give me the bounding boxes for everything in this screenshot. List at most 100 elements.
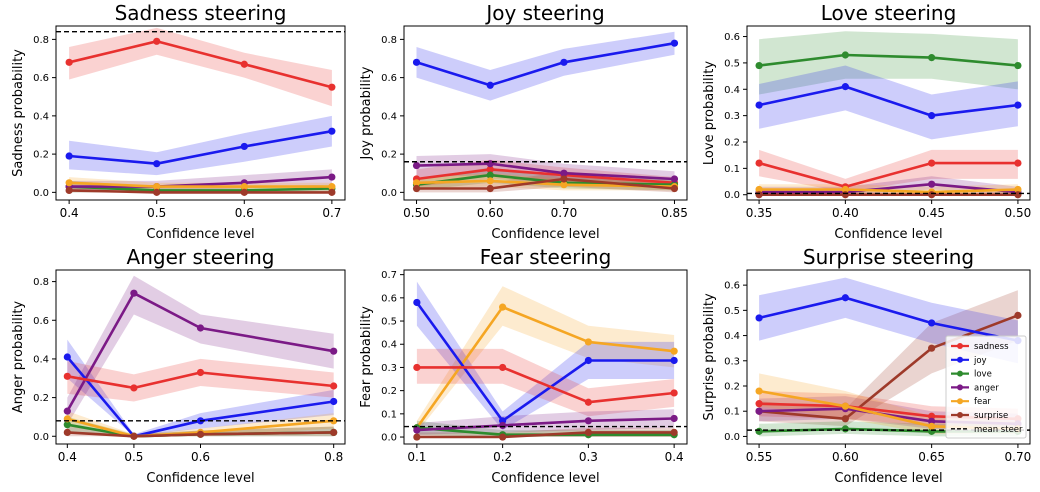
data-point-anger [413, 426, 421, 434]
data-point-anger [130, 289, 138, 297]
series-line-fear [759, 188, 1018, 194]
data-point-sadness [755, 400, 763, 408]
data-point-surprise [584, 428, 592, 436]
axes-frame [746, 269, 1031, 445]
data-point-love [755, 427, 763, 435]
data-point-joy [755, 101, 763, 109]
x-tick-label: 0.50 [1005, 206, 1032, 220]
y-tick-label: 0.2 [33, 150, 49, 161]
x-tick-label: 0.5 [147, 206, 166, 220]
x-tick-label: 0.50 [403, 206, 430, 220]
data-point-love [928, 54, 936, 62]
data-point-joy [413, 298, 421, 307]
data-point-surprise [240, 188, 248, 196]
data-point-fear [755, 185, 763, 194]
data-point-joy [486, 81, 494, 89]
data-point-sadness [130, 384, 138, 392]
series-line-anger [66, 291, 334, 412]
data-point-surprise [499, 433, 507, 441]
y-axis-label: Joy probability [359, 66, 374, 160]
y-tick-label: 0.0 [724, 190, 740, 201]
legend-marker-love [957, 370, 963, 377]
x-tick-label: 0.70 [551, 206, 578, 220]
series-band-joy [416, 31, 675, 101]
series-line-surprise [416, 431, 675, 439]
x-axis-label: Confidence level [834, 227, 942, 242]
data-point-surprise [670, 184, 679, 193]
legend-label-anger: anger [974, 383, 999, 393]
y-tick-label: 0.0 [33, 432, 49, 443]
data-point-sadness [240, 60, 248, 68]
data-point-sadness [1014, 159, 1022, 167]
data-point-sadness [928, 412, 936, 420]
data-point-joy [63, 353, 71, 361]
y-axis-label: Love probability [702, 61, 717, 165]
y-tick-label: 0.3 [381, 363, 397, 374]
data-point-love [841, 425, 849, 433]
data-point-fear [486, 177, 494, 185]
y-tick-label: 0.4 [33, 111, 49, 122]
data-point-fear [584, 338, 592, 346]
data-point-anger [328, 173, 336, 181]
plot-area [747, 31, 1030, 199]
data-point-sadness [63, 372, 71, 380]
y-tick-label: 0.7 [381, 270, 397, 281]
data-point-sadness [196, 368, 205, 377]
data-point-surprise [1014, 311, 1022, 319]
series-line-sadness [416, 366, 675, 404]
data-point-surprise [412, 184, 421, 193]
axes-frame [403, 269, 688, 445]
data-point-love [1014, 61, 1022, 70]
data-point-surprise [486, 184, 494, 193]
y-tick-label: 0.6 [724, 281, 740, 292]
series-band-sadness [69, 27, 332, 107]
data-point-sadness [413, 363, 421, 372]
data-point-anger [928, 180, 936, 188]
y-axis-label: Sadness probability [11, 49, 26, 177]
series-line-sadness [67, 371, 334, 390]
plot-area [56, 27, 345, 196]
data-point-surprise [153, 188, 161, 196]
y-tick-label: 0.5 [724, 58, 740, 69]
chart-title: Love steering [821, 1, 957, 25]
chart-panel: Love steering 0.35 0.40 0.45 0.50 0.0 0.1 0.2 0.… [702, 1, 1031, 242]
data-point-fear [330, 417, 338, 425]
data-point-anger [928, 417, 936, 425]
chart-title: Fear steering [480, 245, 612, 269]
series-line-surprise [69, 189, 332, 194]
data-point-joy [1014, 101, 1022, 109]
data-point-joy [670, 39, 679, 47]
x-axis-label: Confidence level [491, 227, 599, 242]
plot-area [404, 31, 687, 193]
legend-label-joy: joy [973, 356, 987, 366]
x-tick-label: 0.2 [493, 450, 512, 464]
x-tick-label: 0.3 [579, 450, 598, 464]
data-point-joy [153, 160, 161, 168]
data-point-anger [499, 421, 507, 430]
chart-panel: Anger steering 0.4 0.5 0.6 0.8 0.0 0.2 0.4 0.6 0.… [11, 245, 346, 486]
data-point-sadness [499, 363, 507, 372]
y-tick-label: 0.2 [724, 138, 740, 149]
data-point-joy [928, 319, 936, 327]
series-band-sadness [67, 358, 334, 402]
x-tick-label: 0.6 [191, 450, 210, 464]
x-axis-label: Confidence level [146, 471, 254, 486]
x-tick-label: 0.4 [58, 450, 77, 464]
y-tick-label: 0.0 [724, 432, 740, 443]
series-line-joy [416, 41, 675, 87]
data-point-fear [499, 303, 507, 311]
legend-marker-surprise [957, 412, 963, 418]
y-tick-label: 0.1 [724, 164, 740, 175]
data-point-anger [670, 414, 678, 423]
data-point-anger [196, 324, 205, 332]
series-band-fear [67, 411, 334, 437]
data-point-fear [841, 402, 849, 410]
data-point-anger [755, 407, 763, 415]
data-point-anger [670, 175, 679, 183]
y-tick-label: 0.6 [33, 316, 49, 327]
y-tick-label: 0.4 [33, 354, 49, 365]
data-point-surprise [841, 191, 849, 199]
data-point-fear [1014, 185, 1022, 194]
y-tick-label: 0.4 [724, 85, 740, 96]
series-line-love [69, 185, 332, 192]
